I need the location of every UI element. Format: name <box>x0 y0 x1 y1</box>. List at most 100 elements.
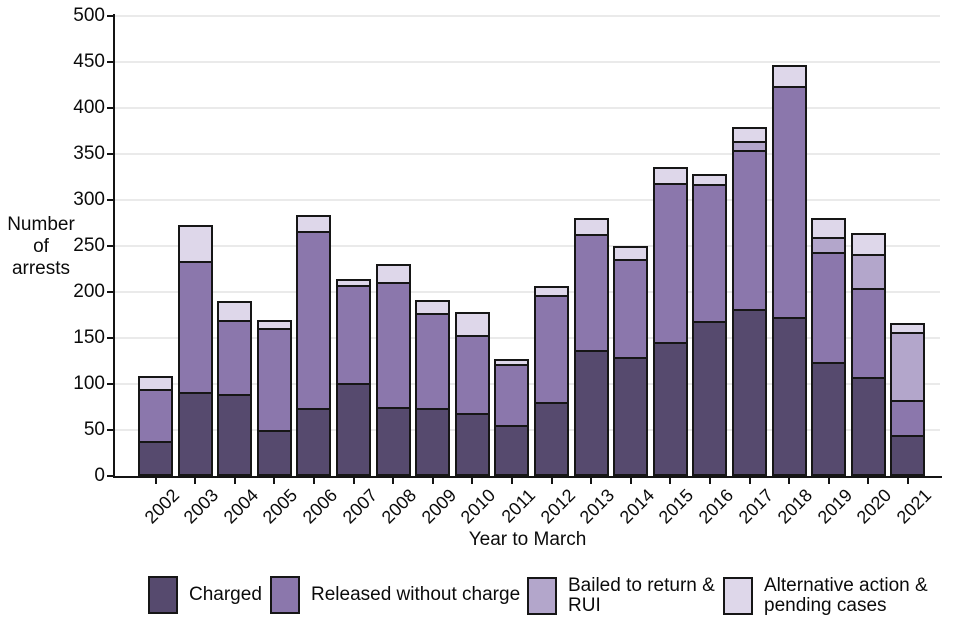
legend-item-bailed-to-return-rui: Bailed to return & RUI <box>527 576 715 616</box>
bar-segment-2016-alternative-action-pending-cases <box>692 174 728 186</box>
bar-2009 <box>415 300 451 476</box>
y-tick-300 <box>107 199 114 201</box>
gridline-150 <box>115 337 940 339</box>
gridline-200 <box>115 291 940 293</box>
bar-segment-2013-charged <box>573 350 609 476</box>
bar-segment-2009-released-without-charge <box>415 313 451 410</box>
bar-2015 <box>652 167 688 476</box>
bar-segment-2011-charged <box>494 425 530 476</box>
legend-label-charged: Charged <box>189 584 262 605</box>
x-tick-2014 <box>629 478 632 484</box>
bar-segment-2013-alternative-action-pending-cases <box>573 218 609 236</box>
y-tick-250 <box>107 245 114 247</box>
bar-2005 <box>256 320 292 476</box>
bar-segment-2003-alternative-action-pending-cases <box>177 225 213 263</box>
x-tick-2002 <box>154 478 157 484</box>
legend-swatch-released-without-charge <box>270 576 300 614</box>
x-tick-2013 <box>590 478 593 484</box>
bar-segment-2021-bailed-to-return-rui <box>890 332 926 402</box>
x-tick-2007 <box>352 478 355 484</box>
x-tick-2019 <box>827 478 830 484</box>
bar-2006 <box>296 215 332 476</box>
bar-2014 <box>613 246 649 476</box>
bar-segment-2008-alternative-action-pending-cases <box>375 264 411 284</box>
legend-label-released-without-charge: Released without charge <box>311 584 521 605</box>
gridline-450 <box>115 61 940 63</box>
gridline-250 <box>115 245 940 247</box>
bar-segment-2018-released-without-charge <box>771 86 807 319</box>
legend-swatch-bailed-to-return-rui <box>527 577 557 615</box>
y-tick-label-350: 350 <box>73 143 105 164</box>
bar-segment-2002-charged <box>138 441 173 476</box>
gridline-300 <box>115 199 940 201</box>
bar-2002 <box>138 376 173 476</box>
bar-segment-2005-released-without-charge <box>256 328 292 432</box>
y-tick-label-50: 50 <box>83 419 105 440</box>
bar-2012 <box>534 286 569 476</box>
bar-segment-2004-charged <box>217 394 253 476</box>
x-tick-2008 <box>392 478 395 484</box>
bar-segment-2016-released-without-charge <box>692 184 728 323</box>
bar-segment-2015-released-without-charge <box>652 183 688 344</box>
bar-segment-2012-charged <box>534 402 569 476</box>
bar-segment-2008-charged <box>375 407 411 476</box>
bar-segment-2006-charged <box>296 408 332 476</box>
y-tick-200 <box>107 291 114 293</box>
y-tick-label-100: 100 <box>73 373 105 394</box>
y-tick-label-150: 150 <box>73 327 105 348</box>
x-tick-2012 <box>550 478 553 484</box>
legend-label-alternative-action-pending-cases: Alternative action & pending cases <box>764 575 928 616</box>
bar-segment-2003-charged <box>177 392 213 476</box>
y-tick-label-0: 0 <box>94 465 105 486</box>
x-tick-2018 <box>788 478 791 484</box>
y-tick-100 <box>107 383 114 385</box>
bar-2011 <box>494 359 530 476</box>
bar-segment-2010-released-without-charge <box>454 335 490 415</box>
gridline-500 <box>115 15 940 17</box>
bar-2017 <box>732 127 767 476</box>
legend-item-charged: Charged <box>148 576 262 614</box>
bar-segment-2015-alternative-action-pending-cases <box>652 167 688 185</box>
bar-segment-2010-charged <box>454 413 490 476</box>
bar-2007 <box>336 279 371 476</box>
bar-segment-2014-released-without-charge <box>613 259 649 359</box>
y-tick-150 <box>107 337 114 339</box>
y-tick-450 <box>107 61 114 63</box>
bar-2004 <box>217 301 253 476</box>
x-tick-2017 <box>748 478 751 484</box>
bar-2016 <box>692 174 728 476</box>
bar-segment-2008-released-without-charge <box>375 282 411 409</box>
y-tick-350 <box>107 153 114 155</box>
bar-segment-2011-released-without-charge <box>494 364 530 427</box>
x-tick-2020 <box>867 478 870 484</box>
gridline-400 <box>115 107 940 109</box>
x-tick-2011 <box>510 478 513 484</box>
bar-segment-2002-released-without-charge <box>138 389 173 443</box>
bar-segment-2007-charged <box>336 383 371 476</box>
bar-segment-2007-alternative-action-pending-cases <box>336 279 371 287</box>
bar-segment-2019-alternative-action-pending-cases <box>811 218 847 239</box>
bar-segment-2020-alternative-action-pending-cases <box>850 233 886 256</box>
bar-2010 <box>454 312 490 476</box>
bar-segment-2020-bailed-to-return-rui <box>850 254 886 290</box>
bar-segment-2003-released-without-charge <box>177 261 213 394</box>
bar-2013 <box>573 218 609 476</box>
bar-segment-2020-released-without-charge <box>850 288 886 379</box>
x-tick-2015 <box>669 478 672 484</box>
x-tick-2021 <box>906 478 909 484</box>
y-tick-label-450: 450 <box>73 51 105 72</box>
y-tick-label-200: 200 <box>73 281 105 302</box>
bar-segment-2021-charged <box>890 435 926 476</box>
bar-segment-2021-alternative-action-pending-cases <box>890 323 926 334</box>
y-tick-label-300: 300 <box>73 189 105 210</box>
bar-segment-2021-released-without-charge <box>890 400 926 437</box>
bar-2021 <box>890 323 926 476</box>
y-tick-0 <box>107 475 114 477</box>
y-tick-label-500: 500 <box>73 5 105 26</box>
bar-segment-2007-released-without-charge <box>336 285 371 385</box>
x-tick-2016 <box>708 478 711 484</box>
x-tick-2005 <box>273 478 276 484</box>
bar-segment-2004-alternative-action-pending-cases <box>217 301 253 322</box>
bar-segment-2014-alternative-action-pending-cases <box>613 246 649 261</box>
bar-segment-2019-charged <box>811 362 847 476</box>
